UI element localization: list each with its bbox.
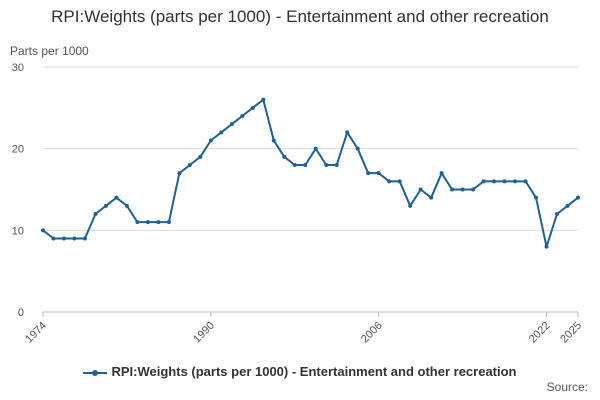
y-tick-label: 20 <box>12 144 24 156</box>
data-point[interactable] <box>534 195 539 200</box>
data-point[interactable] <box>334 163 339 167</box>
data-point[interactable] <box>313 146 318 151</box>
data-point[interactable] <box>429 195 434 200</box>
data-point[interactable] <box>61 236 66 241</box>
data-point[interactable] <box>303 163 308 167</box>
data-point[interactable] <box>387 179 392 184</box>
data-point[interactable] <box>177 171 182 176</box>
data-point[interactable] <box>72 236 77 241</box>
x-tick-label: 1990 <box>191 320 217 346</box>
source-credit[interactable]: Source: <box>546 380 588 394</box>
data-point[interactable] <box>187 163 192 167</box>
data-point[interactable] <box>198 154 203 159</box>
chart-title: RPI:Weights (parts per 1000) - Entertain… <box>51 7 549 26</box>
data-point[interactable] <box>114 195 119 200</box>
data-point[interactable] <box>208 138 213 143</box>
y-tick-label: 0 <box>18 307 24 319</box>
data-point[interactable] <box>481 179 486 184</box>
data-point[interactable] <box>418 187 423 192</box>
data-point[interactable] <box>292 163 297 167</box>
data-point[interactable] <box>513 179 518 184</box>
axis-layer: 0 10 20 30 1974 1990 2006 2022 2025 <box>12 62 584 345</box>
data-point[interactable] <box>271 138 276 143</box>
data-point[interactable] <box>156 220 161 225</box>
data-point[interactable] <box>555 212 560 216</box>
data-point[interactable] <box>261 97 266 102</box>
data-point[interactable] <box>93 212 98 216</box>
x-tick-label: 2025 <box>558 320 584 346</box>
data-point[interactable] <box>324 163 329 167</box>
data-point[interactable] <box>492 179 497 184</box>
data-point[interactable] <box>219 130 224 135</box>
data-point[interactable] <box>124 203 129 208</box>
data-point[interactable] <box>408 203 413 208</box>
data-point[interactable] <box>355 146 360 151</box>
data-point[interactable] <box>229 122 234 127</box>
data-point[interactable] <box>282 154 287 159</box>
x-tick-label: 2006 <box>359 320 385 346</box>
data-point[interactable] <box>51 236 56 241</box>
data-point[interactable] <box>544 244 549 249</box>
legend-line-marker-icon <box>83 368 108 378</box>
data-point[interactable] <box>166 220 171 225</box>
data-point[interactable] <box>41 228 45 233</box>
grid-layer <box>43 66 578 231</box>
series-line[interactable] <box>42 98 579 248</box>
data-point[interactable] <box>82 236 87 241</box>
data-point[interactable] <box>240 114 245 118</box>
y-tick-label: 30 <box>12 62 24 74</box>
series-layer <box>41 97 580 249</box>
y-tick-label: 10 <box>12 225 24 237</box>
data-point[interactable] <box>502 179 507 184</box>
legend[interactable]: RPI:Weights (parts per 1000) - Entertain… <box>0 364 600 379</box>
data-point[interactable] <box>460 187 465 192</box>
data-point[interactable] <box>565 203 570 208</box>
data-point[interactable] <box>450 187 455 192</box>
data-point[interactable] <box>523 179 528 184</box>
data-point[interactable] <box>103 203 108 208</box>
data-point[interactable] <box>397 179 402 184</box>
x-tick-label: 1974 <box>23 320 49 346</box>
data-point[interactable] <box>135 220 140 225</box>
legend-label: RPI:Weights (parts per 1000) - Entertain… <box>111 364 517 379</box>
data-point[interactable] <box>345 130 350 135</box>
data-point[interactable] <box>366 171 371 176</box>
data-point[interactable] <box>471 187 476 192</box>
data-point[interactable] <box>376 171 381 176</box>
y-axis-label: Parts per 1000 <box>10 44 89 58</box>
data-point[interactable] <box>439 171 444 176</box>
data-point[interactable] <box>145 220 150 225</box>
x-tick-label: 2022 <box>527 320 553 346</box>
data-point[interactable] <box>250 105 255 110</box>
data-point[interactable] <box>576 195 580 200</box>
